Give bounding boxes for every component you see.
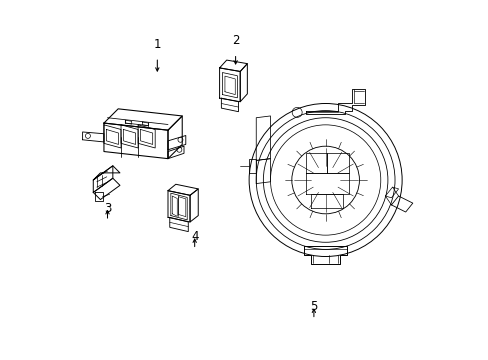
Text: 2: 2: [231, 34, 239, 47]
Text: 3: 3: [103, 202, 111, 215]
Text: 5: 5: [309, 300, 317, 313]
Text: 4: 4: [190, 230, 198, 243]
Text: 1: 1: [153, 38, 161, 51]
